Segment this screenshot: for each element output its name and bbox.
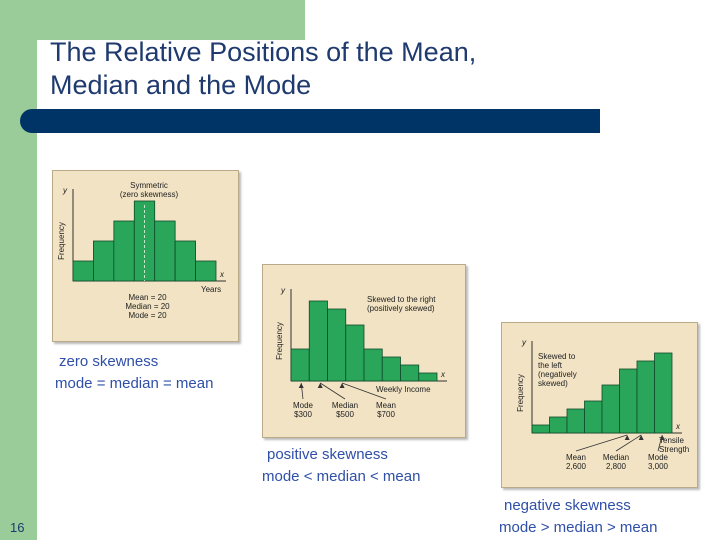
chart-title: Symmetric (zero skewness) (120, 181, 179, 199)
marker-value: 3,000 (648, 462, 669, 471)
histogram-bar (345, 324, 365, 382)
chart-panel-left-skewed: y x Frequency Skewed to the left (negatively s… (501, 322, 698, 488)
histogram-bar (566, 408, 585, 434)
marker-arrow-line (615, 434, 642, 452)
marker-label: Mode (648, 453, 669, 462)
caption-right-line1: positive skewness (267, 446, 388, 463)
histogram-bar (400, 364, 420, 382)
marker-value: $700 (377, 410, 395, 419)
y-axis-label: Frequency (516, 374, 525, 412)
x-axis-label: Tensile Strength (659, 436, 689, 454)
caption-symmetric-line1: zero skewness (59, 353, 159, 370)
marker-label: Mode (293, 401, 314, 410)
histogram-bar (174, 240, 196, 282)
x-axis-label: Weekly Income (376, 385, 431, 394)
histogram-bar (327, 308, 347, 382)
histogram-bar (308, 300, 328, 382)
marker-label: Median (332, 401, 358, 410)
histogram-bar (531, 424, 550, 434)
histogram-bar (549, 416, 568, 434)
histogram-bar (72, 260, 94, 282)
histogram-bar (195, 260, 217, 282)
marker-value: 2,800 (606, 462, 627, 471)
marker-value: $300 (294, 410, 312, 419)
histogram-bar (363, 348, 383, 382)
marker-label: Mean (566, 453, 586, 462)
caption-left-line1: negative skewness (504, 497, 631, 514)
chart-right-skewed: y x Frequency Skewed to the right (positivel… (275, 286, 447, 419)
histogram-bar (154, 220, 176, 282)
y-axis-letter: y (62, 186, 68, 195)
histogram-bar (418, 372, 438, 382)
x-axis-label: Years (201, 285, 221, 294)
y-axis-label: Frequency (275, 322, 284, 360)
title-underline-bar (20, 109, 600, 133)
x-axis-letter: x (219, 270, 225, 279)
caption-symmetric: zero skewness mode = median = mean (55, 351, 213, 395)
y-axis-letter: y (521, 338, 527, 347)
histogram-bar (381, 356, 401, 382)
histogram-bar (654, 352, 673, 434)
left-accent-band (0, 0, 37, 540)
marker-arrowhead (624, 435, 630, 440)
chart-symmetric: y x Frequency Symmetric (zero skewness) Years… (57, 181, 226, 320)
histogram-bar (113, 220, 135, 282)
chart-panel-symmetric: y x Frequency Symmetric (zero skewness) Years… (52, 170, 239, 342)
chart-panel-right-skewed: y x Frequency Skewed to the right (positivel… (262, 264, 466, 438)
marker-value: 2,600 (566, 462, 587, 471)
stat-annotation: Median = 20 (125, 302, 170, 311)
slide-title: The Relative Positions of the Mean, Medi… (50, 37, 477, 100)
caption-right-line2: mode < median < mean (262, 468, 421, 485)
stat-annotation: Mode = 20 (128, 311, 167, 320)
marker-label: Median (603, 453, 629, 462)
caption-right-skewed: positive skewness mode < median < mean (262, 444, 420, 488)
caption-left-line2: mode > median > mean (499, 519, 658, 536)
top-accent-band (37, 0, 305, 40)
histogram-bar (93, 240, 115, 282)
marker-arrowhead (659, 435, 665, 440)
histogram-bar (290, 348, 310, 382)
title-card (37, 40, 305, 110)
histogram-bar (619, 368, 638, 434)
slide-number: 16 (10, 520, 25, 535)
caption-left-skewed: negative skewness mode > median > mean (499, 495, 657, 539)
histogram-bar (601, 384, 620, 434)
marker-arrow-line (575, 434, 628, 452)
chart-title: Skewed to the left (negatively skewed) (538, 352, 577, 388)
histogram-bar (584, 400, 603, 434)
marker-arrowhead (317, 383, 323, 388)
x-axis-letter: x (440, 370, 446, 379)
chart-title: Skewed to the right (positively skewed) (367, 295, 436, 313)
marker-label: Mean (376, 401, 396, 410)
marker-arrowhead (298, 383, 304, 388)
x-axis-letter: x (675, 422, 681, 431)
marker-arrowhead (339, 383, 345, 388)
histogram-bar (636, 360, 655, 434)
caption-symmetric-line2: mode = median = mean (55, 375, 214, 392)
marker-arrowhead (638, 435, 644, 440)
chart-left-skewed: y x Frequency Skewed to the left (negatively s… (516, 338, 689, 471)
marker-arrow-line (319, 382, 346, 400)
marker-arrow-line (341, 382, 387, 400)
y-axis-letter: y (280, 286, 286, 295)
marker-value: $500 (336, 410, 354, 419)
y-axis-label: Frequency (57, 222, 66, 260)
stat-annotation: Mean = 20 (128, 293, 167, 302)
